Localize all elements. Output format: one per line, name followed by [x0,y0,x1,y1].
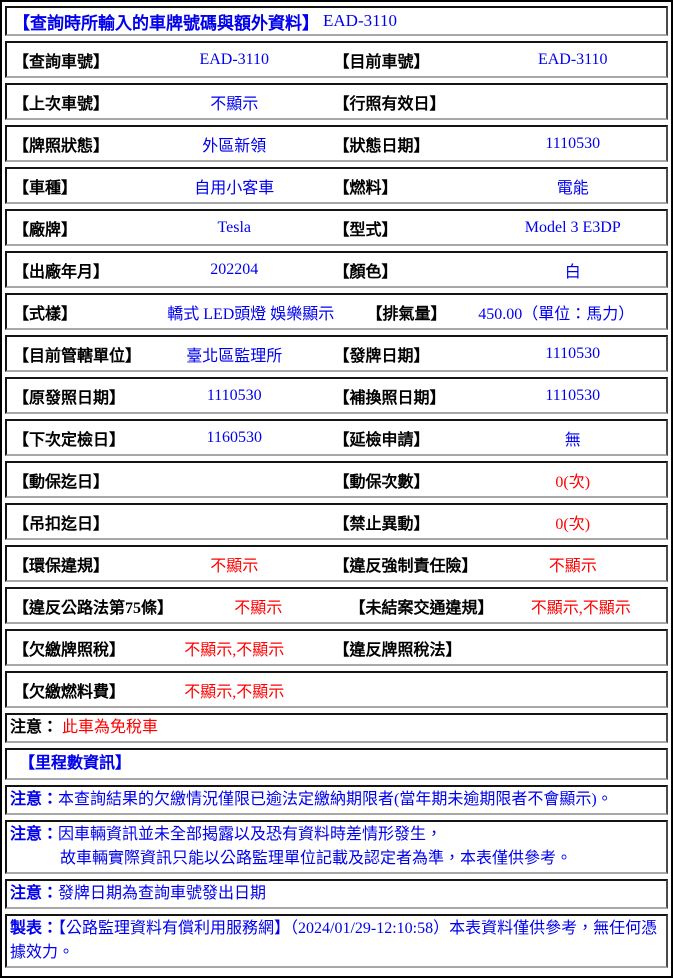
field-value-alert: 不顯示 [210,557,259,575]
field-row-vehicle-type: 【車種】 自用小客車 【燃料】 電能 [5,167,668,204]
field-row-plate-status: 【牌照狀態】 外區新領 【狀態日期】 1110530 [5,125,668,162]
field-label: 【車種】 [13,179,78,197]
field-row-style: 【式樣】 轎式 LED頭燈 娛樂顯示 【排氣量】 450.00（單位：馬力） [5,293,668,330]
field-value: EAD-3110 [199,50,270,68]
field-row-unpaid-fuel-fee: 【欠繳燃料費】 不顯示,不顯示 [5,671,668,708]
field-row-environmental-violation: 【環保違規】 不顯示 【違反強制責任險】 不顯示 [5,545,668,582]
field-label: 【上次車號】 [13,95,110,113]
report-footer: 製表：【公路監理資料有償利用服務網】（2024/01/29-12:10:58）本… [5,914,668,968]
field-row-suspension: 【吊扣迄日】 【禁止異動】 0(次) [5,503,668,540]
field-row-manufacture-date: 【出廠年月】 202204 【顏色】 白 [5,251,668,288]
field-label: 【動保迄日】 [13,473,110,491]
field-value: 外區新領 [202,137,267,155]
field-label: 【未結案交通違規】 [349,599,494,617]
mileage-header-label: 【里程數資訊】 [19,755,132,772]
field-label: 【環保違規】 [13,557,110,575]
field-label: 【違反牌照稅法】 [333,641,462,659]
note-disclosure: 注意：因車輛資訊並未全部揭露以及恐有資料時差情形發生， 故車輛實際資訊只能以公路… [5,820,668,874]
field-label: 【狀態日期】 [333,137,430,155]
field-value: 電能 [556,179,589,197]
field-row-authority: 【目前管轄單位】 臺北區監理所 【發牌日期】 1110530 [5,335,668,372]
field-value-alert: 不顯示,不顯示 [530,599,631,617]
field-value: 1110530 [545,344,601,362]
field-row-query-plate: 【查詢車號】 EAD-3110 【目前車號】 EAD-3110 [5,41,668,78]
field-label: 【動保次數】 [333,473,430,491]
field-value-alert: 不顯示,不顯示 [184,641,285,659]
field-value: 白 [564,263,581,281]
field-label: 【行照有效日】 [333,95,446,113]
field-label: 【原發照日期】 [13,389,126,407]
field-value: 自用小客車 [194,179,275,197]
field-label: 【型式】 [333,221,398,239]
field-label: 【查詢車號】 [13,53,110,71]
queried-plate-number: EAD-3110 [323,11,397,30]
field-label: 【欠繳燃料費】 [13,683,126,701]
field-label: 【下次定檢日】 [13,431,126,449]
note-label: 注意： [10,885,59,902]
field-label: 【欠繳牌照稅】 [13,641,126,659]
field-label: 【廠牌】 [13,221,78,239]
field-label: 【目前車號】 [333,53,430,71]
field-label: 【目前管轄單位】 [13,347,142,365]
note-text-line2: 故車輛實際資訊只能以公路監理單位記載及認定者為準，本表僅供參考。 [60,850,573,867]
field-row-chattel-mortgage: 【動保迄日】 【動保次數】 0(次) [5,461,668,498]
field-value-alert: 不顯示 [548,557,597,575]
note-tax-free-value: 此車為免稅車 [62,719,159,736]
note-label: 注意： [10,719,59,736]
field-label: 【發牌日期】 [333,347,430,365]
field-label: 【違反強制責任險】 [333,557,478,575]
field-row-brand: 【廠牌】 Tesla 【型式】 Model 3 E3DP [5,209,668,246]
note-text: 發牌日期為查詢車號發出日期 [58,885,267,902]
field-label: 【吊扣迄日】 [13,515,110,533]
field-value: 202204 [210,260,259,278]
field-label: 【顏色】 [333,263,398,281]
field-value: 無 [564,431,581,449]
note-tax-free: 注意： 此車為免稅車 [5,713,668,743]
note-label: 注意： [10,791,59,808]
note-overdue: 注意：本查詢結果的欠繳情況僅限已逾法定繳納期限者(當年期未逾期限者不會顯示)。 [5,785,668,815]
field-value-alert: 不顯示,不顯示 [184,683,285,701]
field-value: 450.00（單位：馬力） [478,305,635,323]
field-label: 【牌照狀態】 [13,137,110,155]
note-plate-date: 注意：發牌日期為查詢車號發出日期 [5,879,668,909]
field-row-unpaid-license-tax: 【欠繳牌照稅】 不顯示,不顯示 【違反牌照稅法】 [5,629,668,666]
field-value: 1110530 [206,386,262,404]
field-row-original-license-date: 【原發照日期】 1110530 【補換照日期】 1110530 [5,377,668,414]
field-row-previous-plate: 【上次車號】 不顯示 【行照有效日】 [5,83,668,120]
field-value-alert: 0(次) [555,473,591,491]
field-value: 臺北區監理所 [186,347,283,365]
footer-text: 【公路監理資料有償利用服務網】（2024/01/29-12:10:58）本表資料… [10,920,658,961]
field-label: 【違反公路法第75條】 [13,599,174,617]
note-text: 本查詢結果的欠繳情況僅限已逾法定繳納期限者(當年期未逾期限者不會顯示)。 [58,791,613,808]
footer-label: 製表： [10,920,59,937]
field-label: 【禁止異動】 [333,515,430,533]
report-title-label: 【查詢時所輸入的車牌號碼與額外資料】 [13,13,319,33]
field-value: 1110530 [545,386,601,404]
report-title-bar: 【查詢時所輸入的車牌號碼與額外資料】 EAD-3110 [5,6,668,36]
field-label: 【排氣量】 [366,305,447,323]
field-label: 【補換照日期】 [333,389,446,407]
field-label: 【式樣】 [13,305,78,323]
field-value: 轎式 LED頭燈 娛樂顯示 [167,305,335,323]
field-value-alert: 不顯示 [234,599,283,617]
field-value: Model 3 E3DP [524,218,621,236]
note-text-line1: 因車輛資訊並未全部揭露以及恐有資料時差情形發生， [58,826,443,843]
field-value: 不顯示 [210,95,259,113]
field-value: EAD-3110 [537,50,608,68]
field-label: 【出廠年月】 [13,263,110,281]
note-label: 注意： [10,826,59,843]
field-label: 【燃料】 [333,179,398,197]
field-value: 1110530 [545,134,601,152]
field-row-highway-act-violation: 【違反公路法第75條】 不顯示 【未結案交通違規】 不顯示,不顯示 [5,587,668,624]
field-value: Tesla [217,218,252,236]
mileage-section-header: 【里程數資訊】 [5,748,668,780]
field-label: 【延檢申請】 [333,431,430,449]
field-row-next-inspection: 【下次定檢日】 1160530 【延檢申請】 無 [5,419,668,456]
field-value: 1160530 [206,428,262,446]
field-value-alert: 0(次) [555,515,591,533]
